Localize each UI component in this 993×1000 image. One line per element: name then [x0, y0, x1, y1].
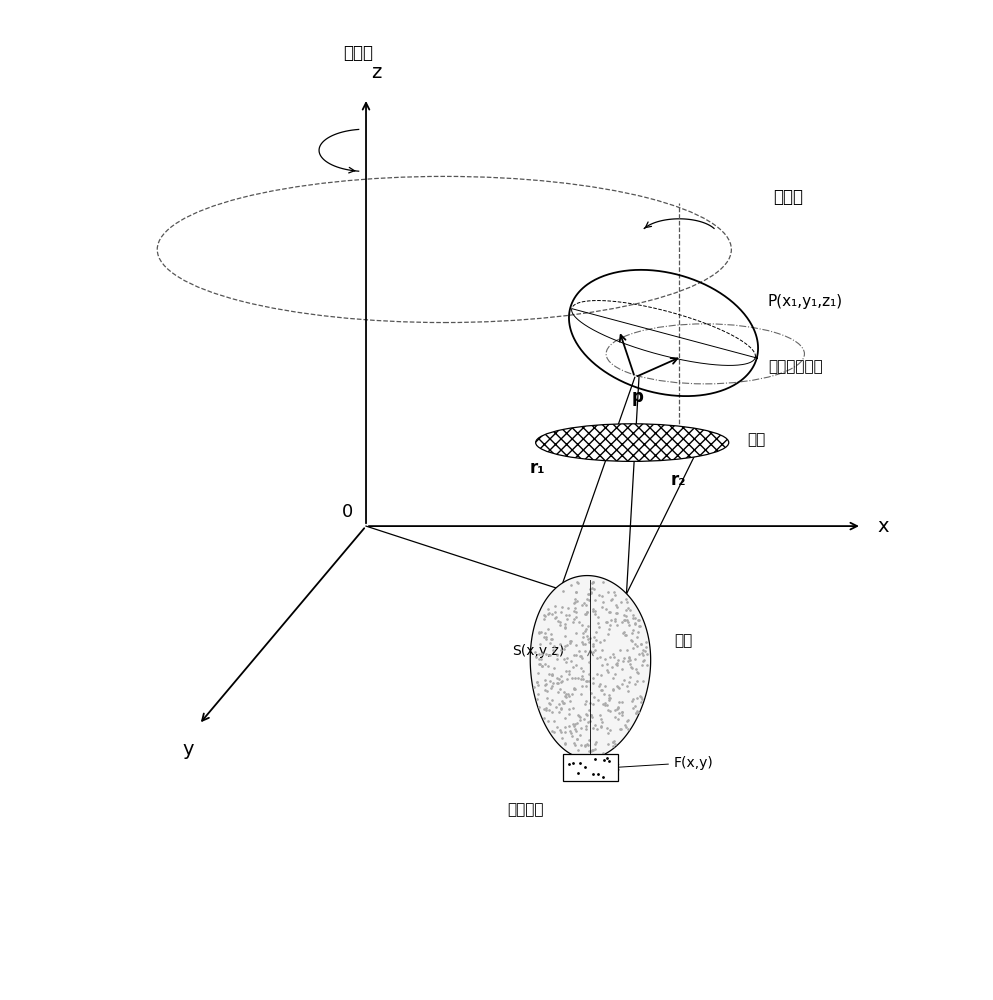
Bar: [563, 754, 618, 781]
Text: r₂: r₂: [671, 471, 686, 489]
Text: y: y: [183, 740, 195, 759]
Text: 挡板: 挡板: [747, 432, 766, 447]
Text: 球形光学元件: 球形光学元件: [768, 359, 822, 374]
Text: p: p: [632, 388, 643, 406]
Text: 蔯汽: 蔯汽: [674, 633, 692, 648]
Ellipse shape: [535, 424, 729, 461]
Text: 热蕊发源: 热蕊发源: [507, 802, 543, 817]
Polygon shape: [530, 576, 650, 758]
Text: x: x: [878, 517, 889, 536]
Text: F(x,y): F(x,y): [614, 756, 714, 770]
Text: 0: 0: [342, 503, 353, 521]
Text: z: z: [371, 63, 381, 82]
Text: S(x,y,z): S(x,y,z): [512, 644, 564, 658]
Text: 自转轴: 自转轴: [774, 188, 803, 206]
Text: r₁: r₁: [529, 459, 545, 477]
Text: 公转轴: 公转轴: [344, 44, 373, 62]
Text: P(x₁,y₁,z₁): P(x₁,y₁,z₁): [768, 294, 843, 309]
